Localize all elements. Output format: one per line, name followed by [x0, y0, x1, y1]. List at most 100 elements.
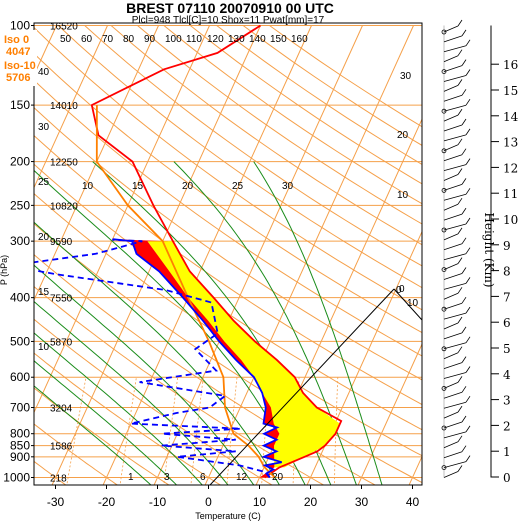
wind-calm-circle [441, 29, 447, 35]
isotherm-line [102, 25, 312, 485]
wind-barb-flag [461, 29, 467, 37]
isotherm-line [34, 25, 159, 302]
rh-side-label: 30 [38, 122, 50, 133]
freezing-level-value: 5706 [6, 72, 30, 84]
wind-barb-flag [461, 267, 467, 274]
wind-barb [443, 312, 467, 320]
wind-calm-circle [441, 465, 447, 471]
wind-barb-flag [465, 366, 471, 373]
sounding-line-2 [112, 238, 282, 479]
dry-adiabat-line [34, 52, 422, 334]
pressure-tick-label: 850 [10, 439, 30, 453]
moist-adiabat-label: 30 [282, 181, 294, 192]
rh-side-label: 40 [38, 67, 50, 78]
wind-barb [443, 342, 467, 350]
rh-side-label: 10 [38, 342, 50, 353]
plot-frame [33, 22, 423, 486]
moist-adiabat-line [34, 385, 152, 485]
wind-calm-circle [441, 187, 447, 193]
geopotential-label: 14010 [50, 101, 78, 112]
temperature-tick-label: 30 [355, 495, 369, 509]
dry-adiabat-line [84, 25, 422, 267]
height-tick-label: 3 [503, 394, 511, 408]
wind-barb-flag [465, 455, 471, 462]
temperature-tick-label: -30 [47, 495, 65, 509]
reference-line-label: 0 [396, 285, 402, 296]
isotherm-line [34, 25, 108, 189]
wind-barb-flag [457, 257, 463, 264]
dry-adiabat-line [34, 79, 422, 357]
wind-barb [443, 253, 467, 261]
moist-adiabat-line [253, 161, 383, 485]
wind-barb-flag [461, 326, 467, 334]
height-tick-label: 1 [503, 445, 511, 459]
mixing-ratio-label: 1 [128, 472, 134, 483]
dry-adiabat-grid [34, 25, 422, 485]
moist-adiabat-line [34, 360, 178, 485]
wind-barb [443, 352, 459, 360]
wind-barb [443, 174, 459, 181]
isotherm-line [306, 230, 422, 485]
wind-barb-flag [461, 207, 467, 215]
wind-barb-flag [465, 425, 471, 433]
height-tick-label: 14 [503, 110, 519, 124]
wind-barb-flag [457, 19, 463, 27]
wind-barb [443, 391, 463, 399]
wind-calm-circle [441, 148, 447, 154]
moist-adiabat-label: 15 [132, 181, 144, 192]
wind-barb-flag [461, 386, 467, 393]
dry-adiabat-line [163, 25, 422, 205]
y-axis-label: P (hPa) [0, 255, 9, 285]
geopotential-label: 1586 [50, 442, 73, 453]
geopotential-label: 5870 [50, 337, 73, 348]
dry-adiabat-line [34, 106, 422, 381]
mixing-ratio-line [119, 377, 137, 485]
wind-barb [443, 35, 463, 43]
wind-barb-flag [465, 98, 471, 106]
mixing-ratio-label: 3 [164, 472, 170, 483]
dry-adiabat-label: 20 [397, 130, 409, 141]
mixing-ratio-label: 20 [272, 472, 284, 483]
pressure-tick-label: 200 [10, 155, 30, 169]
wind-barb [443, 332, 463, 340]
wind-barb [443, 411, 459, 419]
wind-barb [443, 124, 463, 132]
wind-calm-circle [441, 306, 447, 312]
wind-barb-flag [465, 336, 471, 344]
height-tick-label: 12 [503, 161, 518, 175]
freezing-level-value: 4047 [6, 46, 30, 58]
wind-barb-flag [457, 405, 463, 413]
plot-area: 0 50 60 70 80 90 100 110 120 130 140 150 1604030252… [34, 24, 422, 485]
moist-adiabat-line [34, 332, 203, 485]
wind-barb [443, 461, 467, 468]
x-axis-label: Temperature (C) [195, 511, 261, 521]
geopotential-label: 12250 [50, 158, 78, 169]
temperature-tick-label: 10 [253, 495, 267, 509]
height-tick-label: 0 [503, 471, 511, 485]
height-tick-label: 2 [503, 419, 511, 433]
wind-barb [443, 273, 463, 280]
height-tick-label: 16 [503, 58, 518, 72]
geopotential-labels: 16520 14010 12250 10820 9590 7550 5870 3204 1586… [50, 22, 78, 485]
wind-barb-flag [461, 445, 467, 452]
dry-adiabat-line [34, 223, 422, 484]
rh-side-label: 15 [38, 287, 50, 298]
wind-barb-flag [461, 118, 467, 126]
rh-top-label: 130 [228, 34, 245, 45]
wind-barb [443, 213, 463, 221]
wind-barb-flag [461, 148, 467, 155]
wind-barb [443, 233, 459, 241]
wind-barb-flag [457, 79, 463, 86]
rh-top-label: 80 [123, 34, 135, 45]
pressure-tick-label: 300 [10, 234, 30, 248]
height-tick-label: 4 [503, 368, 511, 382]
wind-barb [443, 55, 459, 63]
wind-calm-circle [441, 108, 447, 114]
rh-top-label: 90 [144, 34, 156, 45]
temperature-tick-label: -10 [149, 495, 167, 509]
wind-barb-flag [461, 59, 467, 66]
wind-barb-flag [457, 138, 463, 146]
wind-barb [443, 164, 467, 171]
cape-region [147, 241, 340, 468]
